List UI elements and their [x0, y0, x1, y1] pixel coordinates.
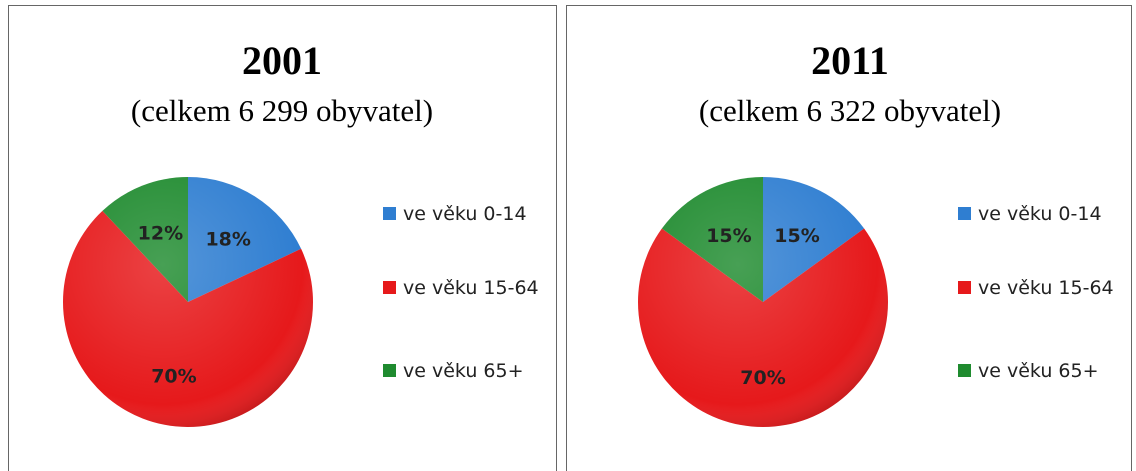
- chart-subtitle: (celkem 6 322 obyvatel): [699, 93, 1001, 128]
- legend-label: ve věku 0-14: [403, 203, 527, 225]
- legend-marker: [958, 207, 971, 220]
- data-label: 15%: [706, 225, 751, 247]
- data-label: 12%: [138, 222, 183, 244]
- legend-marker: [383, 207, 396, 220]
- legend-marker: [383, 364, 396, 377]
- legend-label: ve věku 0-14: [978, 203, 1102, 225]
- legend-label: ve věku 65+: [978, 360, 1099, 382]
- data-label: 70%: [151, 366, 196, 388]
- legend-label: ve věku 65+: [403, 360, 524, 382]
- data-label: 70%: [740, 367, 785, 389]
- legend-marker: [958, 364, 971, 377]
- legend-marker: [383, 281, 396, 294]
- data-label: 15%: [774, 225, 819, 247]
- legend-marker: [958, 281, 971, 294]
- panel: [8, 5, 557, 471]
- chart-subtitle: (celkem 6 299 obyvatel): [131, 93, 433, 128]
- legend-label: ve věku 15-64: [978, 277, 1114, 299]
- panel: [566, 5, 1132, 471]
- chart-title: 2011: [811, 38, 889, 83]
- legend-label: ve věku 15-64: [403, 277, 539, 299]
- chart-title: 2001: [242, 38, 322, 83]
- data-label: 18%: [205, 229, 250, 251]
